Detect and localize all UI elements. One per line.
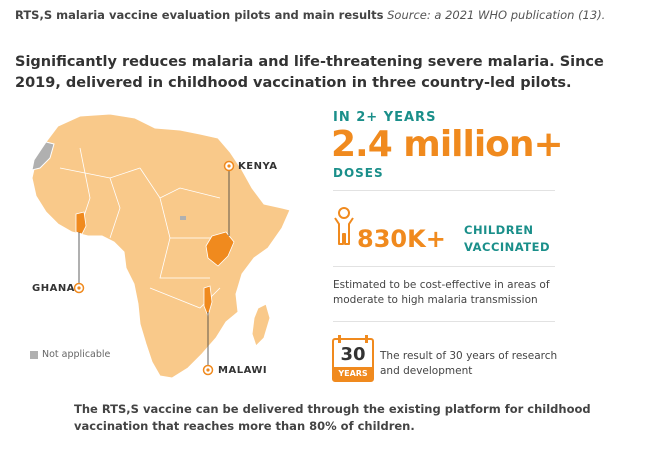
malawi-pilot — [203, 285, 213, 318]
na-small — [180, 216, 186, 220]
figure-caption: RTS,S malaria vaccine evaluation pilots … — [15, 8, 605, 22]
doses-value: 2.4 million+ — [331, 124, 564, 165]
cost-note: Estimated to be cost-effective in areas … — [333, 279, 550, 306]
research-note: The result of 30 years of research and d… — [380, 350, 558, 377]
africa-map-graphic — [31, 113, 291, 379]
years-badge-word: YEARS — [334, 367, 372, 380]
divider-2 — [333, 266, 555, 267]
marker-dots — [73, 160, 235, 376]
africa-map: KENYA GHANA MALAWI — [20, 108, 320, 398]
kenya-label: KENYA — [238, 161, 278, 172]
headline: Significantly reduces malaria and life-t… — [15, 54, 604, 91]
caption-source: Source: a 2021 WHO publication (13). — [387, 8, 606, 22]
malawi-label: MALAWI — [218, 365, 268, 376]
divider-3 — [333, 321, 555, 322]
children-label-1: CHILDREN — [464, 223, 534, 237]
madagascar — [251, 303, 271, 347]
divider-1 — [333, 190, 555, 191]
ghana-label: GHANA — [32, 283, 75, 294]
ghana-pilot — [75, 211, 87, 235]
children-label-2: VACCINATED — [464, 240, 551, 254]
africa-landmass — [31, 113, 291, 379]
calendar-icon: 30 YEARS — [332, 335, 374, 382]
years-badge-number: 30 — [340, 344, 366, 365]
child-icon — [334, 207, 354, 245]
footer-note: The RTS,S vaccine can be delivered throu… — [74, 402, 591, 433]
children-value: 830K+ — [357, 225, 446, 253]
legend-label: Not applicable — [42, 349, 111, 360]
caption-title: RTS,S malaria vaccine evaluation pilots … — [15, 8, 384, 22]
not-applicable-swatch — [30, 350, 38, 359]
leader-lines — [78, 168, 230, 368]
kenya-pilot — [205, 231, 235, 267]
doses-label: DOSES — [333, 166, 384, 180]
western-sahara-na — [31, 141, 55, 171]
map-legend: Not applicable — [30, 349, 110, 360]
years-label: IN 2+ YEARS — [333, 110, 437, 125]
